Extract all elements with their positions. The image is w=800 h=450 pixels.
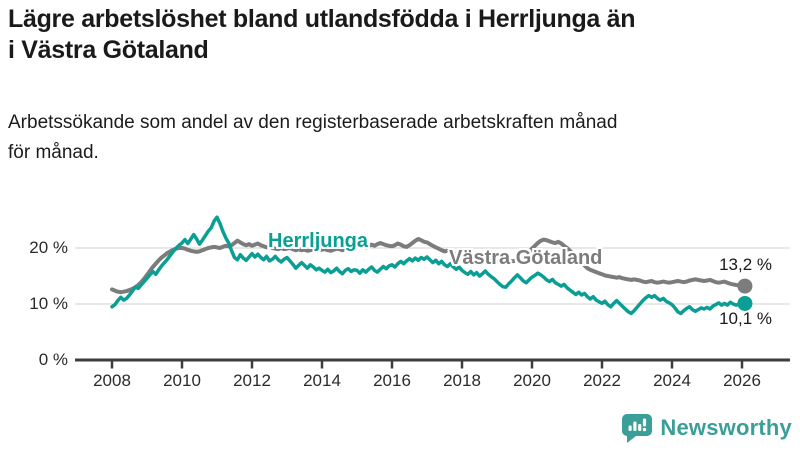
x-tick-label-2022: 2022: [583, 371, 621, 390]
end-value-label-vastra-gotaland: 13,2 %: [719, 255, 772, 274]
chart-title-line1: Lägre arbetslöshet bland utlandsfödda i …: [8, 5, 636, 33]
series-label-herrljunga: Herrljunga: [268, 230, 369, 252]
x-tick-label-2024: 2024: [653, 371, 691, 390]
chart-title: Lägre arbetslöshet bland utlandsfödda i …: [8, 4, 792, 66]
x-tick-label-2018: 2018: [443, 371, 481, 390]
newsworthy-logo-text: Newsworthy: [660, 415, 792, 440]
end-value-label-herrljunga: 10,1 %: [719, 309, 772, 328]
newsworthy-logo-icon: [622, 413, 653, 443]
y-tick-label-0: 0 %: [38, 350, 68, 369]
x-tick-label-2008: 2008: [93, 371, 131, 390]
x-tick-label-2020: 2020: [513, 371, 551, 390]
x-tick-label-2026: 2026: [723, 371, 761, 390]
line-herrljunga: [110, 215, 747, 316]
line-v-stra-g-taland: [110, 237, 747, 295]
x-tick-label-2010: 2010: [163, 371, 201, 390]
chart-subtitle: Arbetssökande som andel av den registerb…: [8, 108, 792, 168]
y-tick-label-10: 10 %: [29, 294, 68, 313]
endpoint-dot-herrljunga: [737, 295, 753, 311]
y-tick-label-20: 20 %: [29, 238, 68, 257]
chart-title-line2: i Västra Götaland: [8, 36, 209, 64]
endpoint-dot-v-stra-g-taland: [737, 278, 753, 294]
x-tick-label-2014: 2014: [303, 371, 341, 390]
x-tick-label-2016: 2016: [373, 371, 411, 390]
series-label-vastra-gotaland: Västra Götaland: [449, 247, 603, 269]
chart-subtitle-line1: Arbetssökande som andel av den registerb…: [8, 112, 618, 133]
newsworthy-logo: Newsworthy: [621, 410, 792, 446]
chart-subtitle-line2: för månad.: [8, 142, 99, 163]
x-tick-label-2012: 2012: [233, 371, 271, 390]
